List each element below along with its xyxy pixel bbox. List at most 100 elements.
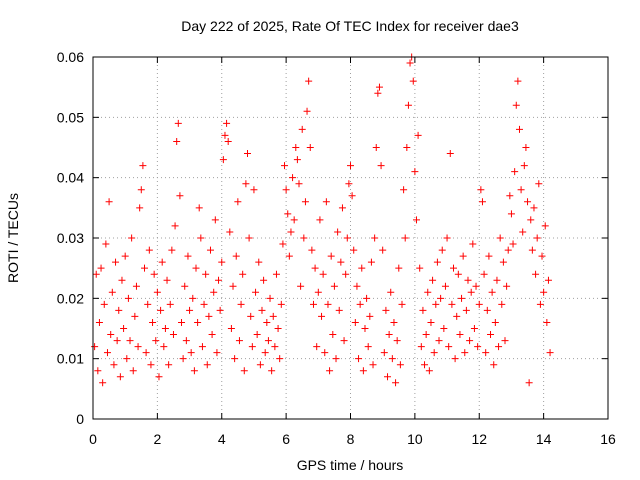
data-point xyxy=(541,222,549,230)
data-point xyxy=(437,294,445,302)
data-point xyxy=(387,288,395,296)
data-point xyxy=(197,234,205,242)
data-point xyxy=(142,349,150,357)
data-point xyxy=(380,349,388,357)
data-point xyxy=(250,186,258,194)
data-point xyxy=(404,101,412,109)
data-point xyxy=(496,234,504,242)
data-point xyxy=(327,252,335,260)
data-point xyxy=(298,125,306,133)
data-point xyxy=(332,355,340,363)
data-point xyxy=(427,318,435,326)
data-point xyxy=(512,101,520,109)
x-tick-label: 16 xyxy=(600,431,616,447)
data-point xyxy=(414,131,422,139)
data-point xyxy=(441,282,449,290)
data-point xyxy=(155,373,163,381)
data-point xyxy=(425,367,433,375)
data-point xyxy=(102,240,110,248)
data-point xyxy=(124,294,132,302)
data-point xyxy=(247,312,255,320)
data-point xyxy=(178,318,186,326)
data-point xyxy=(522,144,530,151)
data-point xyxy=(398,300,406,308)
data-point xyxy=(268,367,276,375)
data-point xyxy=(161,325,169,332)
data-point xyxy=(395,264,403,272)
data-point xyxy=(517,186,525,194)
data-point xyxy=(435,337,443,345)
data-point xyxy=(392,379,400,387)
data-point xyxy=(274,325,282,332)
data-point xyxy=(329,331,337,339)
data-point xyxy=(181,282,189,290)
data-point xyxy=(429,276,437,284)
y-tick-label: 0.02 xyxy=(57,290,84,306)
data-point xyxy=(504,246,512,254)
data-point xyxy=(91,343,99,351)
x-tick-label: 0 xyxy=(89,431,97,447)
data-point xyxy=(364,343,372,351)
data-point xyxy=(261,349,269,357)
data-point xyxy=(337,258,345,266)
data-point xyxy=(347,162,354,170)
data-point xyxy=(483,306,491,314)
data-point xyxy=(540,288,548,296)
data-point xyxy=(478,198,486,206)
data-point xyxy=(242,180,250,188)
data-point xyxy=(99,379,107,387)
data-point xyxy=(311,264,319,272)
data-point xyxy=(266,294,274,302)
data-point xyxy=(219,156,227,164)
data-point xyxy=(245,234,253,242)
chart-title: Day 222 of 2025, Rate Of TEC Index for r… xyxy=(181,18,519,34)
data-point xyxy=(419,306,427,314)
data-point xyxy=(472,282,480,290)
data-point xyxy=(303,107,311,115)
data-point xyxy=(393,337,401,345)
data-point xyxy=(103,349,111,357)
data-point xyxy=(462,306,470,314)
data-point xyxy=(388,355,396,363)
data-point xyxy=(176,192,184,200)
data-point xyxy=(482,349,490,357)
data-point xyxy=(118,276,126,284)
data-point xyxy=(366,312,374,320)
data-point xyxy=(309,300,317,308)
data-point xyxy=(382,306,390,314)
data-point xyxy=(501,337,509,345)
data-point xyxy=(507,210,515,218)
data-point xyxy=(110,361,118,369)
data-point xyxy=(240,367,248,375)
data-point xyxy=(226,228,234,236)
data-point xyxy=(152,337,160,345)
data-point xyxy=(295,180,303,188)
data-point xyxy=(345,180,353,188)
data-point xyxy=(260,276,268,284)
data-point xyxy=(343,234,351,242)
data-point xyxy=(292,144,300,151)
data-point xyxy=(221,131,229,139)
data-point xyxy=(401,234,409,242)
data-point xyxy=(136,204,144,212)
y-tick-label: 0.04 xyxy=(57,170,84,186)
x-tick-label: 10 xyxy=(407,431,423,447)
data-point xyxy=(269,312,277,320)
data-point xyxy=(100,300,108,308)
data-point xyxy=(279,240,287,248)
data-point xyxy=(227,325,235,332)
data-point xyxy=(421,361,429,369)
data-point xyxy=(411,168,419,176)
data-point xyxy=(184,252,192,260)
data-point xyxy=(511,168,519,176)
y-tick-label: 0.05 xyxy=(57,109,84,125)
data-point xyxy=(430,349,438,357)
y-tick-label: 0.06 xyxy=(57,49,84,65)
data-point xyxy=(390,318,398,326)
data-point xyxy=(544,276,552,284)
data-point xyxy=(255,258,263,266)
data-point xyxy=(417,343,425,351)
data-point xyxy=(493,276,501,284)
data-point xyxy=(335,306,343,314)
data-point xyxy=(334,228,342,236)
